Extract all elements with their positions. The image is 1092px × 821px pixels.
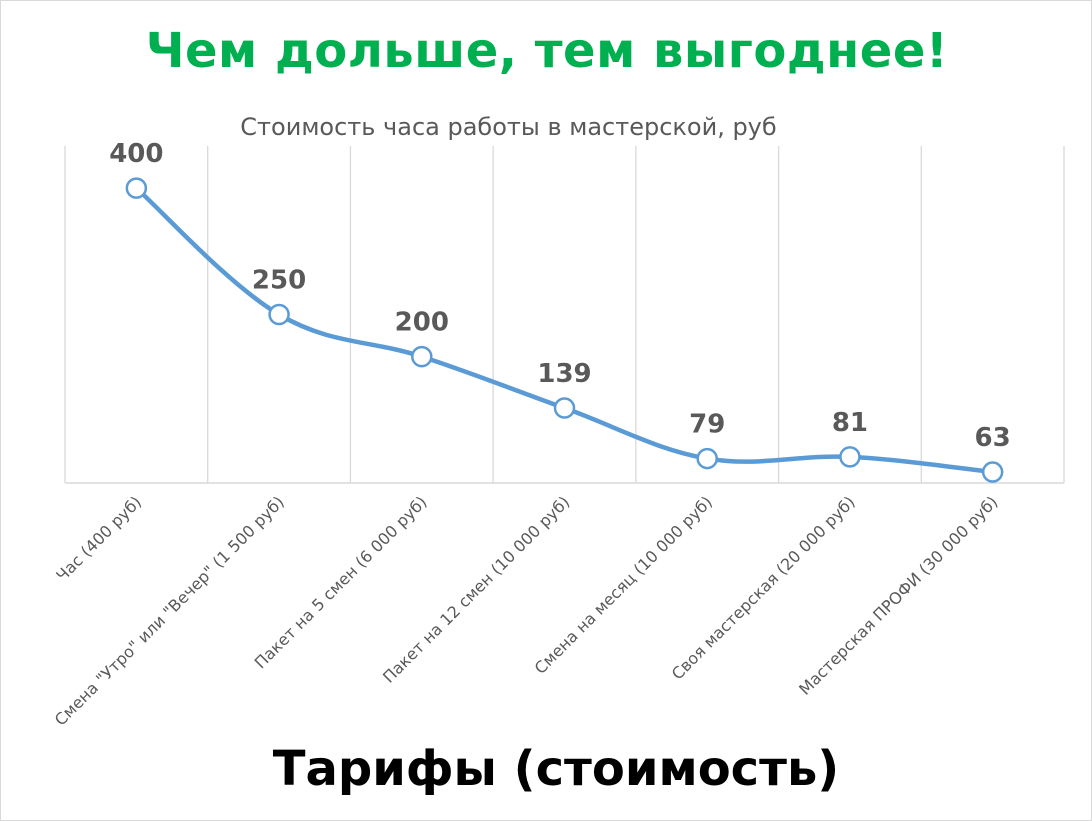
headline: Чем дольше, тем выгоднее! (145, 23, 949, 79)
x-tick-labels: Час (400 руб)Смена "Утро" или "Вечер" (1… (51, 492, 1002, 729)
data-label: 79 (689, 410, 725, 440)
data-point (411, 345, 433, 368)
data-point (268, 303, 290, 326)
data-label: 400 (109, 139, 163, 169)
series-layer (125, 177, 1004, 483)
chart-title: Стоимость часа работы в мастерской, руб (240, 113, 777, 141)
x-tick-label: Пакет на 5 смен (6 000 руб) (251, 492, 431, 672)
data-label: 81 (832, 408, 868, 438)
data-point (981, 461, 1004, 483)
data-point (696, 447, 718, 470)
data-label: 250 (252, 266, 306, 296)
data-label: 63 (975, 423, 1011, 453)
data-point (553, 397, 576, 419)
data-labels: 400 250 200 139 79 81 63 (109, 139, 1011, 453)
x-axis-title: Тарифы (стоимость) (272, 741, 840, 797)
data-point (125, 177, 148, 199)
gridlines (64, 146, 1065, 483)
x-tick-label: Час (400 руб) (52, 492, 145, 585)
data-label: 139 (537, 359, 591, 389)
data-point (839, 446, 861, 468)
data-label: 200 (395, 308, 449, 338)
x-tick-label: Смена "Утро" или "Вечер" (1 500 руб) (51, 492, 288, 729)
